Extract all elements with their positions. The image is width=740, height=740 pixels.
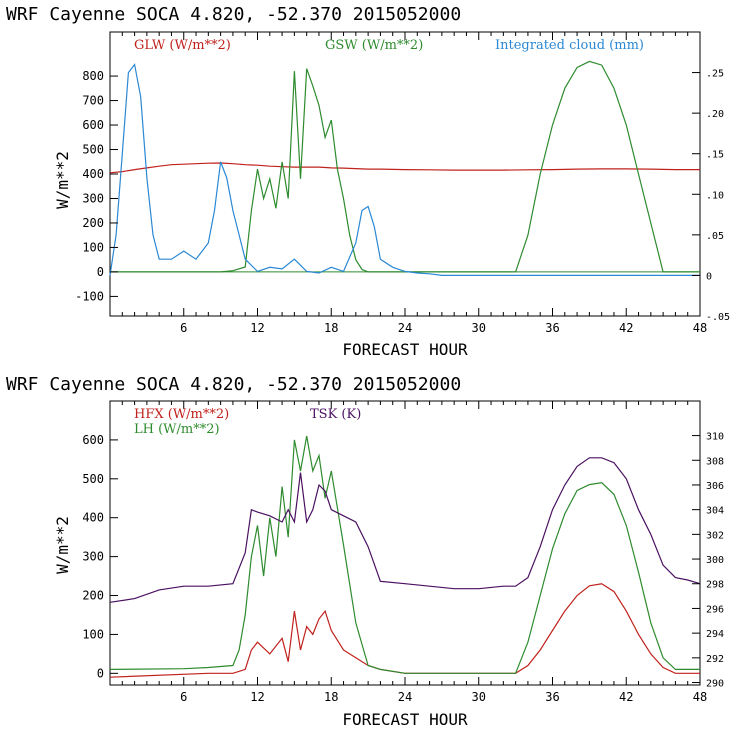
y-tick-label: 500 [82,472,104,486]
bottom-chart: WRF Cayenne SOCA 4.820, -52.370 20150520… [6,374,724,729]
y-tick-label: 600 [82,118,104,132]
y-tick-label: 400 [82,167,104,181]
y2-tick-label: 310 [706,432,724,443]
x-tick-label: 42 [619,321,633,335]
y2-tick-label: 298 [706,580,724,591]
y2-tick-label: -.05 [706,312,730,323]
y2-tick-label: 300 [706,555,724,566]
y-tick-label: 700 [82,94,104,108]
x-tick-label: 48 [693,690,707,704]
series-line-integrated [109,63,700,276]
x-tick-label: 6 [180,690,187,704]
y-tick-label: -100 [75,289,104,303]
y-tick-label: 800 [82,69,104,83]
y-tick-label: 100 [82,240,104,254]
top-x-ticks: 6 12 18 24 30 36 42 48 [121,32,707,335]
top-chart-title: WRF Cayenne SOCA 4.820, -52.370 20150520… [6,4,461,25]
bottom-x-ticks: 6 12 18 24 30 36 42 48 [121,401,707,704]
bottom-y2-ticks: 290 292 294 296 298 300 302 304 306 308 310 [692,432,724,690]
legend-hfx: HFX (W/m**2) [134,407,229,422]
y2-tick-label: .05 [706,231,724,242]
x-tick-label: 12 [250,690,264,704]
y2-tick-label: 296 [706,604,724,615]
y2-tick-label: .25 [706,69,724,80]
top-y-axis-label: W/m**2 [53,151,72,209]
bottom-x-axis-label: FORECAST HOUR [342,710,468,729]
x-tick-label: 48 [693,321,707,335]
y-tick-label: 0 [97,265,104,279]
x-tick-label: 36 [545,321,559,335]
y2-tick-label: 308 [706,456,724,467]
legend-tsk: TSK (K) [310,407,361,422]
x-tick-label: 24 [398,690,412,704]
bottom-series-group [109,435,701,678]
x-tick-label: 18 [324,321,338,335]
series-line-hfx [109,583,700,678]
y-tick-label: 200 [82,216,104,230]
x-tick-label: 30 [472,690,486,704]
y2-tick-label: 306 [706,481,724,492]
y2-tick-label: 294 [706,629,724,640]
x-tick-label: 24 [398,321,412,335]
y2-tick-label: .20 [706,109,724,120]
top-series-group [109,60,700,276]
y2-tick-label: .10 [706,190,724,201]
bottom-y-axis-label: W/m**2 [53,516,72,574]
y-tick-label: 200 [82,589,104,603]
y-tick-label: 300 [82,191,104,205]
y-tick-label: 100 [82,627,104,641]
y-tick-label: 300 [82,550,104,564]
x-tick-label: 6 [180,321,187,335]
top-plot-frame [109,31,701,317]
series-line-glw [109,162,700,174]
y-tick-label: 600 [82,433,104,447]
top-chart: WRF Cayenne SOCA 4.820, -52.370 20150520… [6,4,730,359]
y2-tick-label: 304 [706,506,724,517]
x-tick-label: 30 [472,321,486,335]
top-y-ticks: -100 0 100 200 300 400 500 600 700 800 [75,69,118,303]
y2-tick-label: 290 [706,679,724,690]
bottom-chart-title: WRF Cayenne SOCA 4.820, -52.370 20150520… [6,374,461,395]
x-tick-label: 18 [324,690,338,704]
bottom-plot-frame [109,400,701,686]
series-line-gsw [110,60,700,273]
series-line-tsk [109,457,701,603]
legend-integrated-cloud: Integrated cloud (mm) [495,38,644,53]
top-y2-ticks: -.05 0 .05 .10 .15 .20 .25 [692,69,730,323]
y2-tick-label: 0 [706,271,712,282]
y-tick-label: 0 [97,666,104,680]
x-tick-label: 12 [250,321,264,335]
y2-tick-label: 302 [706,530,724,541]
top-x-axis-label: FORECAST HOUR [342,340,468,359]
y-tick-label: 400 [82,511,104,525]
legend-gsw: GSW (W/m**2) [325,38,423,53]
y2-tick-label: .15 [706,150,724,161]
bottom-y-ticks: 0 100 200 300 400 500 600 [82,433,118,680]
x-tick-label: 36 [545,690,559,704]
legend-lh: LH (W/m**2) [134,422,220,437]
legend-glw: GLW (W/m**2) [134,38,231,53]
series-line-lh [109,435,700,674]
x-tick-label: 42 [619,690,633,704]
y2-tick-label: 292 [706,654,724,665]
y-tick-label: 500 [82,143,104,157]
